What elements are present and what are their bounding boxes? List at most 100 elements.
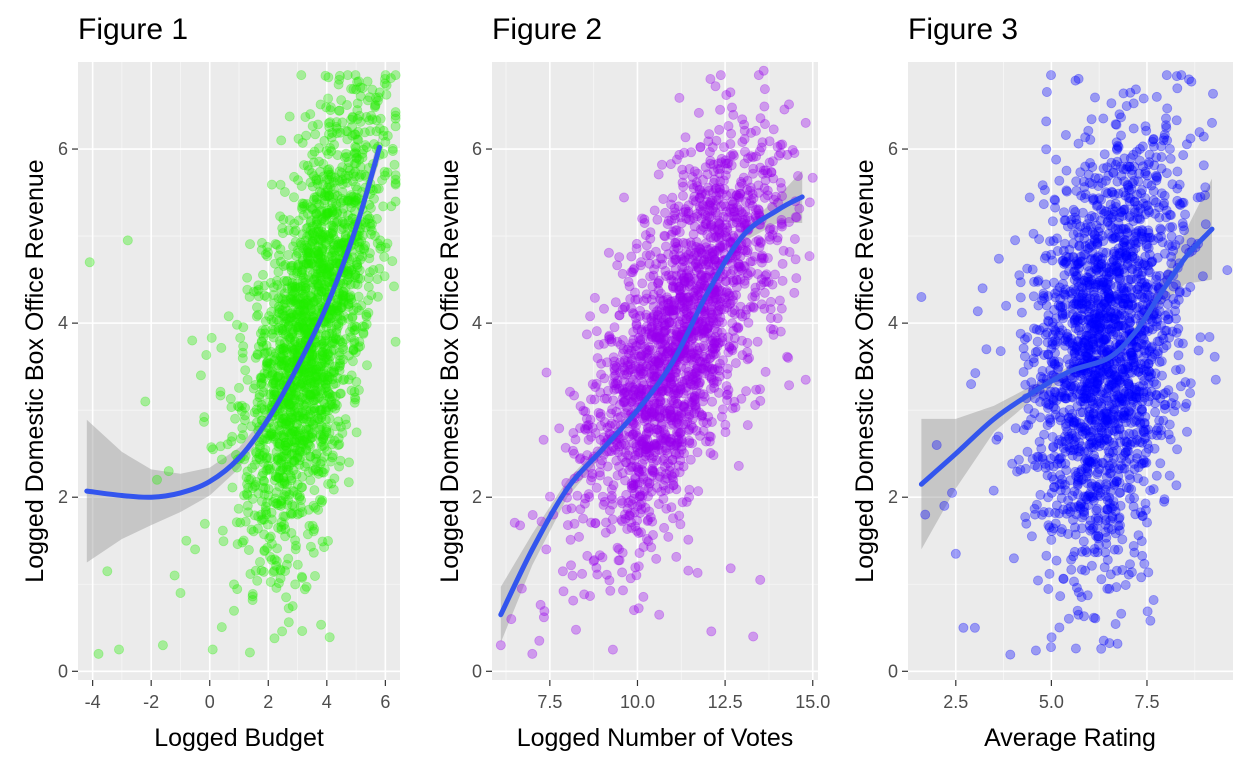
data-point [568, 595, 579, 606]
data-point [271, 498, 282, 509]
data-point [297, 626, 308, 637]
data-point [262, 497, 273, 508]
data-point [321, 402, 332, 413]
data-point [307, 227, 318, 238]
data-point [352, 105, 363, 116]
data-point [288, 227, 299, 238]
data-point [312, 264, 323, 275]
data-point [301, 581, 312, 592]
data-point [253, 511, 264, 522]
data-point [262, 519, 273, 530]
data-point [650, 441, 661, 452]
data-point [649, 205, 660, 216]
data-point [313, 254, 324, 265]
data-point [290, 296, 301, 307]
data-point [693, 486, 704, 497]
data-point [292, 266, 303, 277]
data-point [331, 201, 342, 212]
data-point [242, 284, 253, 295]
data-point [655, 253, 666, 264]
data-point [298, 413, 309, 424]
data-point [320, 343, 331, 354]
data-point [649, 264, 660, 275]
data-point [715, 104, 726, 115]
data-point [727, 345, 738, 356]
data-point [354, 250, 365, 261]
data-point [316, 339, 327, 350]
data-point [1005, 649, 1016, 660]
data-point [640, 410, 651, 421]
data-point [742, 212, 753, 223]
data-point [281, 276, 292, 287]
data-point [259, 447, 270, 458]
data-point [268, 567, 279, 578]
data-point [290, 426, 301, 437]
data-point [326, 171, 337, 182]
data-point [273, 360, 284, 371]
data-point [253, 488, 264, 499]
data-point [574, 531, 585, 542]
data-point [346, 264, 357, 275]
data-point [538, 612, 549, 623]
data-point [668, 513, 679, 524]
data-point [298, 243, 309, 254]
data-point [1060, 129, 1071, 140]
data-point [287, 324, 298, 335]
data-point [207, 644, 218, 655]
data-point [297, 315, 308, 326]
data-point [358, 328, 369, 339]
data-point [311, 173, 322, 184]
data-point [677, 295, 688, 306]
data-point [669, 371, 680, 382]
x-tick-label: -2 [143, 692, 159, 712]
data-point [369, 100, 380, 111]
data-point [589, 394, 600, 405]
data-point [710, 81, 721, 92]
data-point [323, 318, 334, 329]
data-point [333, 236, 344, 247]
data-point [1180, 209, 1191, 220]
data-point [289, 344, 300, 355]
data-point [276, 352, 287, 363]
data-point [692, 447, 703, 458]
data-point [293, 259, 304, 270]
data-point [320, 330, 331, 341]
data-point [765, 223, 776, 234]
data-point [1098, 635, 1109, 646]
data-point [315, 458, 326, 469]
data-point [509, 517, 520, 528]
data-point [253, 341, 264, 352]
data-point [280, 329, 291, 340]
data-point [243, 507, 254, 518]
data-point [360, 240, 371, 251]
data-point [271, 471, 282, 482]
data-point [652, 306, 663, 317]
data-point [614, 544, 625, 555]
data-point [251, 311, 262, 322]
data-point [232, 401, 243, 412]
data-point [271, 556, 282, 567]
data-point [606, 336, 617, 347]
data-point [282, 499, 293, 510]
data-point [331, 334, 342, 345]
y-axis-title: Logged Domestic Box Office Revenue [436, 159, 464, 582]
data-point [641, 240, 652, 251]
data-point [239, 410, 250, 421]
data-point [253, 291, 264, 302]
data-point [371, 213, 382, 224]
data-point [309, 395, 320, 406]
data-point [1185, 387, 1196, 398]
data-point [322, 276, 333, 287]
data-point [262, 397, 273, 408]
data-point [750, 399, 761, 410]
data-point [295, 424, 306, 435]
data-point [534, 635, 545, 646]
data-point [327, 338, 338, 349]
data-point [607, 514, 618, 525]
data-point [603, 247, 614, 258]
data-point [606, 493, 617, 504]
data-point [277, 478, 288, 489]
data-point [331, 324, 342, 335]
data-point [294, 397, 305, 408]
data-point [306, 428, 317, 439]
